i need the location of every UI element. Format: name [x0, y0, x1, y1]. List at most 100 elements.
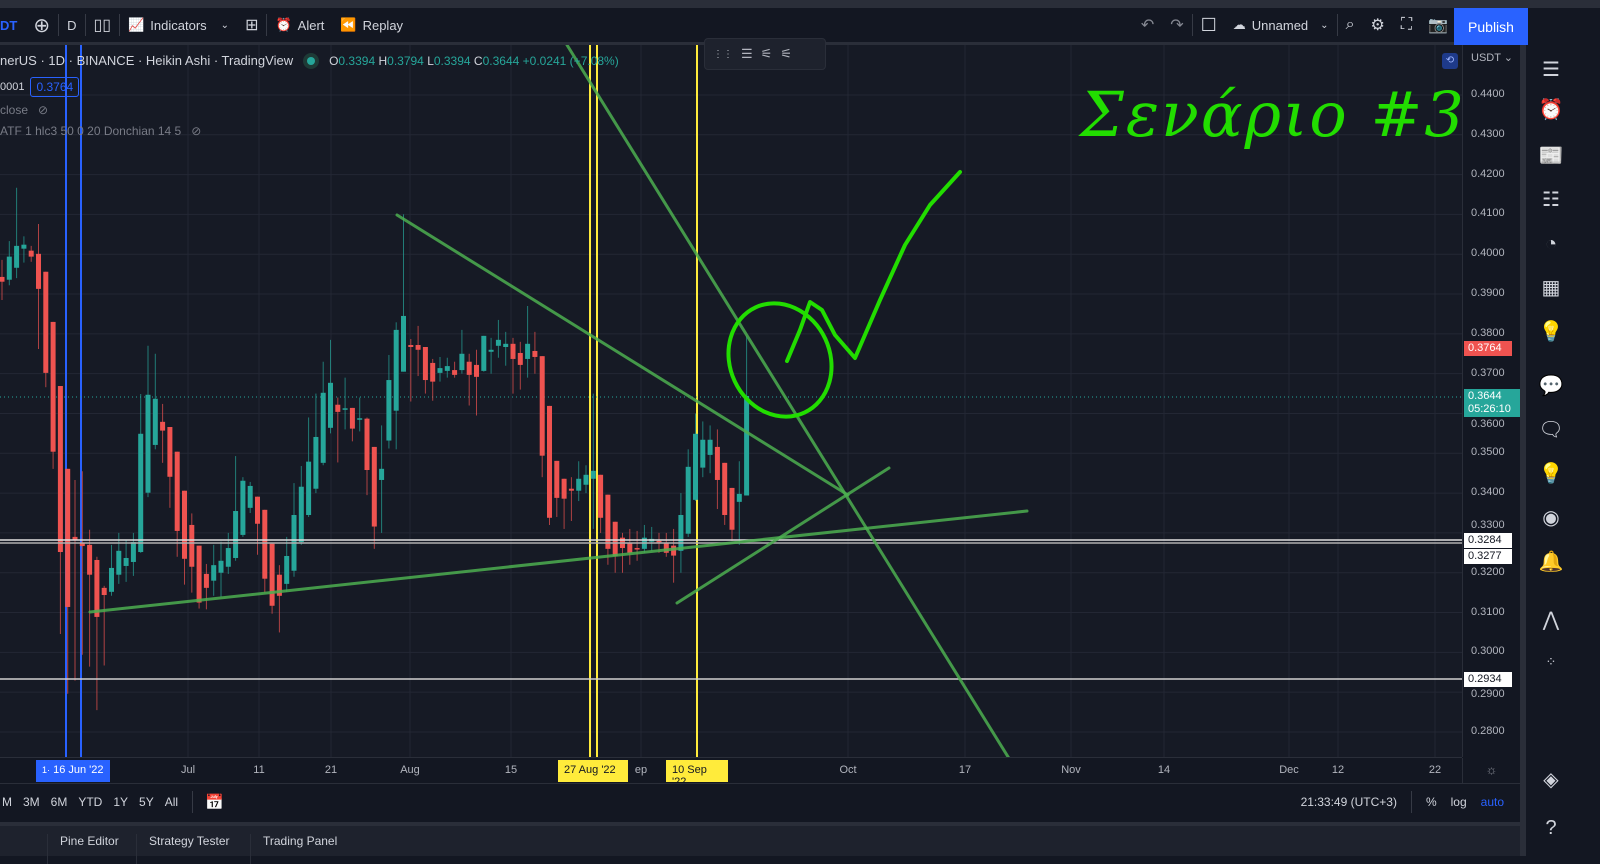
- news-icon[interactable]: 📰: [1538, 145, 1564, 167]
- time-axis[interactable]: Jul 11 21 Aug 15 ep Oct 17 Nov 14 Dec 12 22 1· 16 Ju…: [0, 757, 1497, 788]
- interval-button[interactable]: D: [67, 17, 77, 33]
- trading-icon[interactable]: ⋀: [1542, 609, 1560, 631]
- candle-body: [364, 418, 370, 471]
- candle-body: [36, 253, 41, 289]
- range-button-ytd[interactable]: YTD: [78, 794, 103, 809]
- trend-line-rising[interactable]: [675, 466, 891, 605]
- gear-icon[interactable]: ⚙: [1370, 17, 1385, 34]
- range-button-3m[interactable]: 3M: [23, 794, 40, 809]
- ideas-lightbulb-icon[interactable]: 💡: [1538, 321, 1564, 343]
- replay-button[interactable]: ⏪ Replay: [332, 8, 411, 42]
- chart-type-candles-icon[interactable]: ▯▯: [93, 17, 112, 34]
- fullscreen-icon[interactable]: ⛶: [1400, 16, 1413, 33]
- symbol-search[interactable]: DT: [0, 17, 18, 33]
- chats-icon[interactable]: 💬: [1538, 375, 1564, 397]
- hand-drawn-checkmark[interactable]: [785, 170, 962, 363]
- trend-line-resistance[interactable]: [395, 213, 850, 497]
- layers-icon[interactable]: ◈: [1543, 769, 1559, 791]
- candle: [627, 528, 633, 565]
- candle-body: [240, 480, 246, 535]
- notification-bell-icon[interactable]: 🔔: [1538, 551, 1564, 573]
- chat-icon[interactable]: 🗨: [1538, 419, 1564, 441]
- time-tick-label: Nov: [1061, 764, 1081, 776]
- auto-scale-toggle[interactable]: auto: [1480, 794, 1504, 809]
- alert-button[interactable]: ⏰ Alert: [267, 8, 332, 42]
- candle: [342, 377, 348, 430]
- candle: [255, 496, 260, 555]
- chevron-down-icon[interactable]: ⌄: [220, 19, 230, 31]
- camera-icon[interactable]: 📷: [1428, 17, 1448, 34]
- candle-body: [488, 349, 494, 352]
- compare-plus-icon[interactable]: ⊕: [33, 14, 51, 37]
- time-tick-label: 15: [504, 764, 518, 776]
- goto-date-calendar-icon[interactable]: 📅: [205, 793, 224, 811]
- price-tick-label: 0.4100: [1471, 207, 1505, 220]
- range-button-6m[interactable]: 6M: [50, 794, 68, 809]
- candle: [598, 474, 604, 533]
- trend-line-steep[interactable]: [565, 45, 1010, 757]
- tab-trading-panel[interactable]: Trading Panel: [250, 834, 349, 864]
- legend-symbol[interactable]: nerUS · 1D · BINANCE · Heikin Ashi · Tra…: [0, 53, 294, 68]
- tab-strategy-tester[interactable]: Strategy Tester: [136, 834, 241, 864]
- candle-body: [233, 511, 239, 558]
- indicator-row[interactable]: ATF 1 hlc3 50 0 20 Donchian 14 5 ⊘: [0, 124, 201, 138]
- time-tick-label: 17: [958, 764, 972, 776]
- candle-body: [28, 250, 34, 257]
- watchlist-icon[interactable]: ☰: [1542, 59, 1560, 81]
- price-axis[interactable]: USDT ⌄ 0.4400 0.4300 0.4200 0.4100 0.4000 0.3…: [1462, 45, 1522, 757]
- percent-scale-toggle[interactable]: %: [1425, 794, 1437, 809]
- candle: [72, 479, 78, 681]
- help-icon[interactable]: ?: [1545, 817, 1557, 839]
- candle-body: [481, 335, 487, 371]
- candle: [28, 245, 34, 262]
- clock-timezone[interactable]: 21:33:49 (UTC+3): [1300, 794, 1397, 809]
- candle-body: [736, 493, 742, 502]
- redo-icon[interactable]: ↷: [1170, 17, 1184, 34]
- line-settings-icon[interactable]: ⚟: [760, 46, 773, 61]
- trend-line-support[interactable]: [88, 509, 1029, 614]
- line-style-icon[interactable]: ☰: [741, 46, 753, 61]
- square-checkbox-icon[interactable]: ☐: [1200, 14, 1217, 35]
- publish-button[interactable]: Publish: [1454, 8, 1528, 45]
- eye-hidden-icon[interactable]: ⊘: [38, 103, 49, 117]
- indicator-row[interactable]: close ⊘: [0, 103, 48, 117]
- streams-lightbulb-icon[interactable]: 💡: [1538, 463, 1564, 485]
- chart-pane[interactable]: nerUS · 1D · BINANCE · Heikin Ashi · Tra…: [0, 45, 1462, 757]
- candle: [211, 544, 217, 596]
- drawing-floating-toolbar[interactable]: ⋮⋮ ☰ ⚟ ⚟: [704, 38, 826, 70]
- range-button-1y[interactable]: 1Y: [113, 794, 129, 809]
- candle-body: [459, 353, 465, 371]
- grid: [0, 45, 1462, 757]
- calendar-icon[interactable]: ▦: [1541, 277, 1561, 299]
- hotlist-icon[interactable]: ◔: [1544, 233, 1558, 255]
- line-options-icon[interactable]: ⚟: [780, 46, 792, 61]
- log-scale-toggle[interactable]: log: [1450, 794, 1467, 809]
- range-button-m[interactable]: M: [2, 794, 12, 809]
- range-button-all[interactable]: All: [164, 794, 179, 809]
- chart-canvas[interactable]: [0, 45, 1462, 757]
- hand-drawn-circle[interactable]: [710, 286, 850, 433]
- candle: [138, 393, 144, 553]
- chevron-down-icon[interactable]: ⌄: [1320, 19, 1329, 31]
- indicators-button[interactable]: 📈 Indicators ⌄: [120, 8, 237, 42]
- handwritten-annotation[interactable]: Σενάριο #3: [1080, 78, 1466, 151]
- candle: [247, 481, 253, 514]
- tab-pine-editor[interactable]: Pine Editor: [47, 834, 131, 864]
- undo-icon[interactable]: ↶: [1140, 17, 1155, 34]
- dom-icon[interactable]: ⁘: [1545, 654, 1557, 669]
- data-window-icon[interactable]: ☷: [1542, 189, 1560, 211]
- drag-handle-icon[interactable]: ⋮⋮: [713, 48, 733, 60]
- layout-name-button[interactable]: ☁ Unnamed ⌄: [1225, 8, 1337, 42]
- time-tick-label: 14: [1157, 764, 1171, 776]
- currency-dropdown[interactable]: USDT ⌄: [1471, 52, 1514, 64]
- eye-hidden-icon[interactable]: ⊘: [191, 124, 202, 138]
- alarm-clock-icon[interactable]: ⏰: [1538, 99, 1564, 121]
- layouts-grid-icon[interactable]: ⊞: [245, 17, 259, 34]
- range-button-5y[interactable]: 5Y: [139, 794, 154, 809]
- candle: [452, 361, 458, 378]
- chart-settings-sun-icon[interactable]: ☼: [1462, 758, 1520, 784]
- auto-scale-toggle-icon[interactable]: ⟲: [1442, 53, 1458, 69]
- search-icon[interactable]: ⌕: [1345, 16, 1355, 33]
- broadcast-icon[interactable]: ◉: [1542, 507, 1560, 529]
- indicator-row[interactable]: 0001 0.3764: [0, 77, 80, 97]
